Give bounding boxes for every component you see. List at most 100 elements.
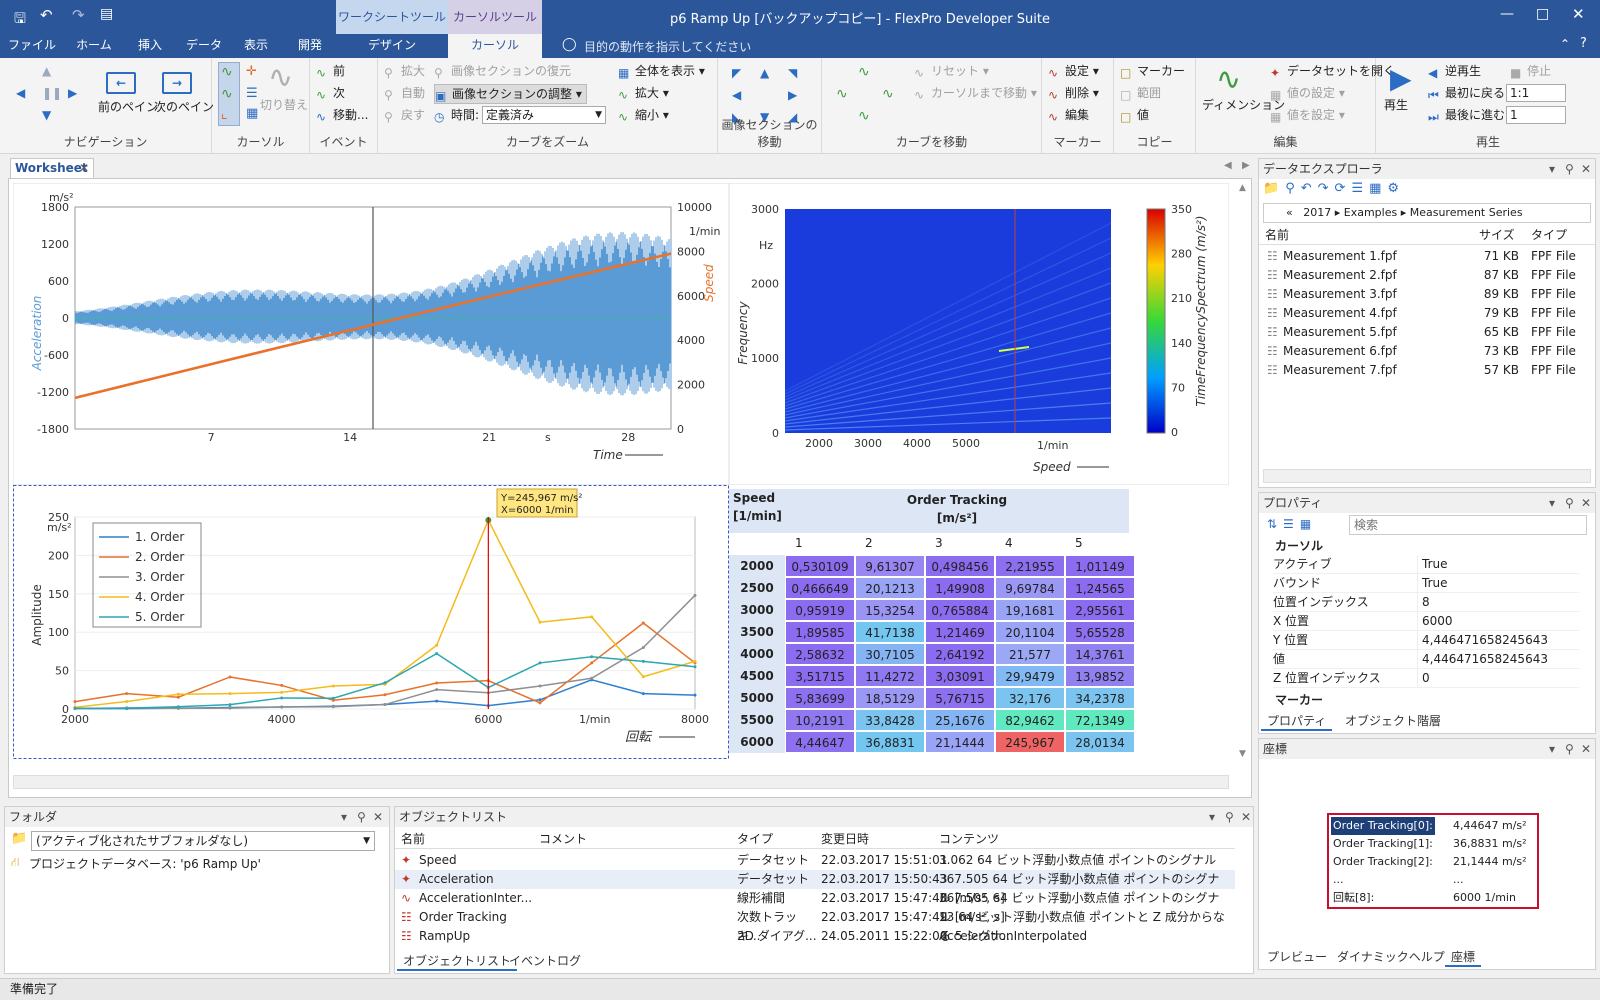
scroll-tabs-right-icon[interactable]: ▶ <box>1242 160 1250 171</box>
cursor-cross-icon[interactable]: ⌞ <box>221 106 228 122</box>
minimize-icon[interactable]: — <box>1500 6 1514 22</box>
tab-event-log[interactable]: イベントログ <box>509 954 582 968</box>
tab-coordinates[interactable]: 座標 <box>1445 947 1482 967</box>
copy-range-button[interactable]: 範囲 <box>1137 86 1162 100</box>
adjust-section-button[interactable]: 画像セクションの調整 <box>452 87 573 101</box>
help-icon[interactable]: ? <box>1580 36 1587 51</box>
properties-sort-icons[interactable]: ⇅☰▦ <box>1267 517 1318 531</box>
properties-search-input[interactable] <box>1349 515 1587 535</box>
move-down-icon[interactable]: ▼ <box>760 110 770 124</box>
move-up-icon[interactable]: ▲ <box>760 66 770 80</box>
panel-menu-icon[interactable]: ▾ <box>1549 162 1556 176</box>
tab-object-hierarchy[interactable]: オブジェクト階層 <box>1345 714 1442 728</box>
copy-value-button[interactable]: 値 <box>1137 108 1150 122</box>
file-row[interactable]: ☷ Measurement 2.fpf 87 KB FPF File <box>1259 266 1595 285</box>
path-examples[interactable]: Examples <box>1343 206 1398 219</box>
open-dataset-button[interactable]: データセットを開く <box>1287 64 1396 78</box>
property-row[interactable]: 値 4,446471658245643 <box>1273 650 1579 669</box>
curve-down-icon[interactable]: ∿ <box>858 108 870 124</box>
tab-data[interactable]: データ <box>185 38 222 52</box>
tab-object-list[interactable]: オブジェクトリスト <box>397 951 518 971</box>
cursor-wave2-icon[interactable]: ∿ <box>221 86 233 102</box>
tab-dynamic-help[interactable]: ダイナミックヘルプ <box>1337 950 1445 964</box>
enlarge-button[interactable]: 拡大 <box>635 86 660 100</box>
curve-right-icon[interactable]: ∿ <box>882 86 894 102</box>
show-all-button[interactable]: 全体を表示 <box>635 64 696 78</box>
restore-section-button[interactable]: 画像セクションの復元 <box>451 64 572 78</box>
col-content[interactable]: コンテンツ <box>939 832 1000 846</box>
set-value-button[interactable]: 値の設定 <box>1287 86 1336 100</box>
close-window-icon[interactable]: ✕ <box>1572 5 1585 23</box>
move-up-left-icon[interactable]: ◤ <box>732 66 742 80</box>
worksheet-hscrollbar[interactable] <box>13 775 1229 789</box>
pin-icon[interactable]: ⚲ <box>1565 496 1574 510</box>
object-row[interactable]: ☷ RampUp 2D ダイアグ... 24.05.2011 15:22:00 Acce… <box>395 927 1235 946</box>
col-type[interactable]: タイプ <box>737 832 774 846</box>
panel-menu-icon[interactable]: ▾ <box>1549 742 1556 756</box>
last-button[interactable]: 最後に進む <box>1445 108 1506 122</box>
back-icon[interactable]: ↶ <box>1300 181 1318 196</box>
cursor-table-icon[interactable]: ▦ <box>246 106 259 121</box>
pin-icon[interactable]: ⚲ <box>1225 810 1234 824</box>
nav-left-icon[interactable]: ◀ <box>16 86 26 100</box>
object-row[interactable]: ☷ Order Tracking 次数トラッキ... 22.03.2017 15:47… <box>395 908 1235 943</box>
quick-access-icon[interactable]: ▤ <box>100 6 114 22</box>
tab-properties[interactable]: プロパティ <box>1261 711 1333 731</box>
step-spinner[interactable]: 1 <box>1506 106 1566 124</box>
event-move-button[interactable]: 移動... <box>333 108 369 122</box>
move-to-cursor-button[interactable]: カーソルまで移動 <box>931 86 1028 100</box>
event-prev-button[interactable]: 前 <box>333 64 346 78</box>
property-row[interactable]: 位置インデックス 8 <box>1273 593 1579 612</box>
grid-icon[interactable]: ▦ <box>1369 181 1388 196</box>
zoom-auto-button[interactable]: 自動 <box>401 86 426 100</box>
file-row[interactable]: ☷ Measurement 3.fpf 89 KB FPF File <box>1259 285 1595 304</box>
undo-icon[interactable]: ↶ <box>40 6 53 24</box>
ratio-spinner[interactable]: 1:1 <box>1506 84 1566 102</box>
move-left-icon[interactable]: ◀ <box>732 88 742 102</box>
collapse-ribbon-icon[interactable]: ⌃ <box>1560 37 1571 51</box>
copy-marker-button[interactable]: マーカー <box>1137 64 1186 78</box>
gear-icon[interactable]: ⚙ <box>1387 181 1406 196</box>
properties-section-marker[interactable]: マーカー <box>1263 691 1579 709</box>
shrink-button[interactable]: 縮小 <box>635 108 660 122</box>
tab-file[interactable]: ファイル <box>7 38 56 52</box>
col-size[interactable]: サイズ <box>1479 228 1515 242</box>
curve-left-icon[interactable]: ∿ <box>836 86 848 102</box>
save-icon[interactable]: 🖫 <box>14 11 26 27</box>
pin-icon[interactable]: ⚲ <box>1565 742 1574 756</box>
curve-up-icon[interactable]: ∿ <box>858 64 870 80</box>
pin-icon[interactable]: ⚲ <box>357 810 366 824</box>
zoom-back-button[interactable]: 戻す <box>401 108 426 122</box>
close-panel-icon[interactable]: ✕ <box>1581 496 1592 510</box>
property-row[interactable]: X 位置 6000 <box>1273 612 1579 631</box>
worksheet-scroll-up-icon[interactable]: ▲ <box>1239 183 1246 193</box>
search-icon[interactable]: ⚲ <box>1285 181 1301 196</box>
file-row[interactable]: ☷ Measurement 6.fpf 73 KB FPF File <box>1259 342 1595 361</box>
pin-icon[interactable]: ⚲ <box>1565 162 1574 176</box>
panel-menu-icon[interactable]: ▾ <box>1209 810 1216 824</box>
tab-view[interactable]: 表示 <box>243 38 268 52</box>
close-panel-icon[interactable]: ✕ <box>1581 742 1592 756</box>
property-row[interactable]: Z 位置インデックス 0 <box>1273 669 1579 688</box>
reverse-button[interactable]: 逆再生 <box>1445 64 1482 78</box>
time-select[interactable]: 定義済み ▼ <box>482 106 606 124</box>
object-row[interactable]: ✦ Speed データセット 22.03.2017 15:51:01 3.062 64 … <box>395 851 1235 886</box>
col-type[interactable]: タイプ <box>1531 228 1568 242</box>
chart-spectrogram[interactable]: 2000 3000 4000 5000 3000 2000 1000 0 350 280 210 14… <box>729 183 1229 485</box>
path-2017[interactable]: 2017 <box>1303 206 1332 219</box>
marker-delete-button[interactable]: 削除 <box>1065 86 1090 100</box>
tell-me-input[interactable]: 目的の動作を指示してください <box>584 40 752 54</box>
property-row[interactable]: Y 位置 4,446471658245643 <box>1273 631 1579 650</box>
panel-menu-icon[interactable]: ▾ <box>341 810 348 824</box>
cursor-wave-icon[interactable]: ∿ <box>221 64 233 80</box>
cursor-plus-icon[interactable]: ✛ <box>246 64 257 79</box>
explorer-hscrollbar[interactable] <box>1263 469 1591 483</box>
scroll-tabs-left-icon[interactable]: ◀ <box>1224 160 1232 171</box>
move-right-icon[interactable]: ▶ <box>788 88 798 102</box>
file-row[interactable]: ☷ Measurement 4.fpf 79 KB FPF File <box>1259 304 1595 323</box>
maximize-icon[interactable]: □ <box>1536 6 1550 22</box>
nav-pause-icon[interactable]: ❚❚ <box>42 86 63 100</box>
reset-button[interactable]: リセット <box>931 64 980 78</box>
file-row[interactable]: ☷ Measurement 5.fpf 65 KB FPF File <box>1259 323 1595 342</box>
